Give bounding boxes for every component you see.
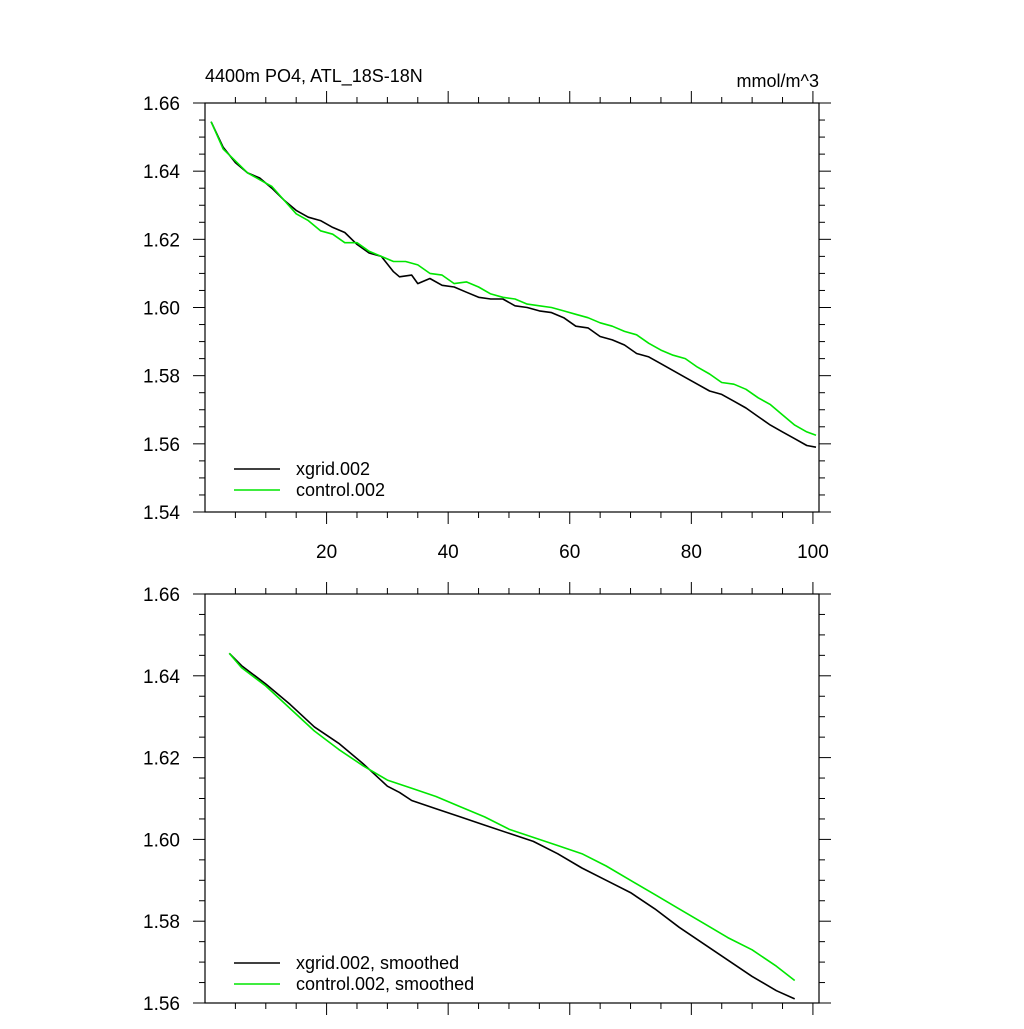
- series-line-control: [228, 652, 796, 982]
- series-line-xgrid: [210, 121, 817, 448]
- x-tick-label: 100: [797, 542, 829, 563]
- series-line-control: [210, 121, 817, 437]
- plot-frame: [204, 593, 820, 1004]
- y-tick-label: 1.54: [143, 503, 180, 524]
- y-tick-label: 1.56: [143, 994, 180, 1015]
- legend-label: xgrid.002, smoothed: [296, 953, 459, 973]
- plot-frame: [204, 102, 820, 513]
- legend-label: control.002, smoothed: [296, 974, 474, 994]
- y-tick-label: 1.58: [143, 367, 180, 388]
- y-tick-label: 1.64: [143, 162, 180, 183]
- chart-title: 4400m PO4, ATL_18S-18N: [205, 66, 423, 87]
- series-line-xgrid: [228, 652, 796, 1000]
- legend-label: xgrid.002: [296, 459, 370, 479]
- x-tick-label: 20: [316, 542, 337, 563]
- y-tick-label: 1.60: [143, 830, 180, 851]
- x-tick-label: 80: [681, 542, 702, 563]
- y-tick-label: 1.62: [143, 749, 180, 770]
- y-tick-label: 1.56: [143, 435, 180, 456]
- y-tick-label: 1.66: [143, 94, 180, 115]
- bottom-chart-panel: 1.56 1.58 1.60 1.62 1.64 1.66 xgrid.002, smoot…: [143, 582, 831, 1015]
- y-tick-label: 1.60: [143, 299, 180, 320]
- y-tick-label: 1.62: [143, 230, 180, 251]
- y-tick-label: 1.58: [143, 912, 180, 933]
- legend-label: control.002: [296, 480, 385, 500]
- top-chart-panel: 1.54 1.56 1.58 1.60 1.62 1.64 1.66 20 40 60 80 100 4…: [143, 66, 831, 563]
- y-tick-label: 1.66: [143, 585, 180, 606]
- units-label: mmol/m^3: [737, 71, 819, 91]
- x-tick-label: 60: [559, 542, 580, 563]
- y-tick-label: 1.64: [143, 667, 180, 688]
- x-tick-label: 40: [438, 542, 459, 563]
